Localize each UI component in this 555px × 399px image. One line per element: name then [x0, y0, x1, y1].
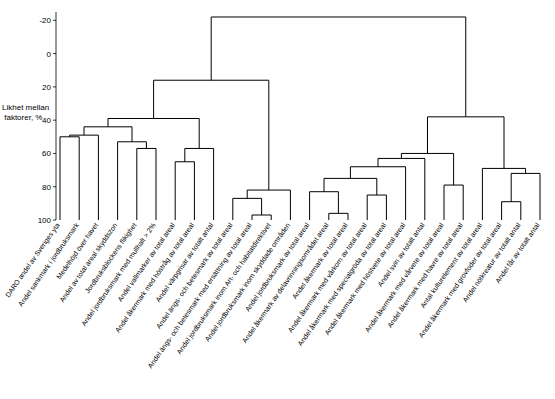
- leaf-label: Andel åkermark med grovfoder av total ar…: [417, 221, 503, 339]
- dendrogram-link: [329, 213, 348, 220]
- dendrogram-link: [137, 148, 156, 220]
- dendrogram-link: [84, 127, 132, 142]
- dendrogram-link: [502, 202, 521, 220]
- dendrogram-link: [108, 118, 199, 148]
- dendrogram-link: [211, 17, 466, 117]
- leaf-label: Andel åkermark med specialgröda av total…: [296, 221, 388, 347]
- dendrogram-link: [185, 148, 214, 220]
- dendrogram-chart: -20 0 20 40 60 80 100 Likhet mellan faktorer, %…: [0, 0, 555, 399]
- leaf-label: Andel jordbruksmark inom skyddade område…: [204, 221, 293, 343]
- dendrogram-link: [378, 158, 425, 220]
- y-axis-label: Likhet mellan faktorer, %: [2, 103, 49, 122]
- y-tick: [53, 120, 56, 121]
- y-tick-label: -20: [39, 16, 51, 25]
- y-tick-label: 20: [42, 83, 51, 92]
- dendrogram-link: [70, 135, 99, 220]
- dendrogram-link: [118, 142, 147, 220]
- dendrogram-links: [60, 17, 540, 220]
- y-tick: [53, 86, 56, 87]
- y-tick-label: 80: [42, 183, 51, 192]
- leaf-label: Andel åkermark med havre av total areal: [386, 221, 464, 329]
- dendrogram-link: [401, 153, 453, 185]
- dendrogram-link: [350, 167, 405, 220]
- y-tick-label: 0: [47, 50, 52, 59]
- dendrogram-link: [233, 198, 262, 220]
- dendrogram-link: [175, 162, 194, 220]
- dendrogram-link: [247, 190, 290, 220]
- y-tick: [53, 153, 56, 154]
- leaf-label: Andel jordbruksmark med mullhalt > 2%: [80, 222, 158, 328]
- dendrogram-link: [428, 117, 505, 169]
- y-axis-line: [56, 12, 57, 220]
- dendrogram-link: [154, 80, 269, 190]
- dendrogram-link: [444, 185, 463, 220]
- y-tick-label: 100: [38, 216, 52, 225]
- dendrogram-link: [511, 173, 540, 220]
- dendrogram-link: [367, 195, 386, 220]
- dendrogram-link: [482, 168, 525, 220]
- dendrogram-link: [252, 215, 271, 220]
- leaf-label: Andel får av totalt antal: [494, 221, 541, 284]
- dendrogram-link: [60, 137, 79, 220]
- y-tick: [53, 220, 56, 221]
- y-tick-label: 60: [42, 149, 51, 158]
- leaf-label: Andel åkermark av delavrinningsområdet a…: [241, 221, 331, 345]
- leaf-label: Andel åkermark med vårkorn av total area…: [287, 221, 369, 333]
- y-tick: [53, 20, 56, 21]
- dendrogram-link: [310, 192, 339, 220]
- dendrogram-link: [324, 178, 377, 195]
- y-tick: [53, 53, 56, 54]
- y-tick: [53, 186, 56, 187]
- y-tick-label: 40: [42, 116, 51, 125]
